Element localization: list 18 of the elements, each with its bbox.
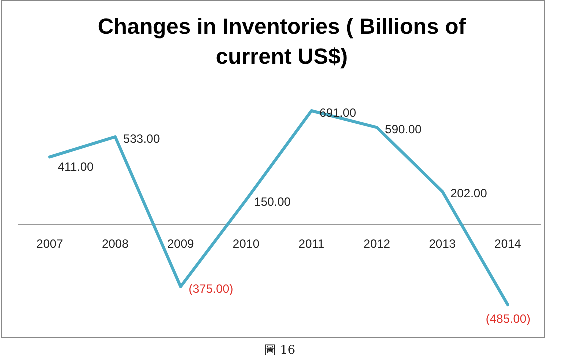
data-label: 202.00 (450, 186, 488, 201)
title: Changes in Inventories ( Billions of current US$) (98, 14, 466, 69)
data-label: 691.00 (320, 106, 357, 120)
data-label: 533.00 (123, 132, 160, 146)
x-tick-label: 2007 (36, 236, 64, 251)
data-label: (375.00) (188, 282, 234, 296)
x-tick-label: 2013 (429, 236, 456, 251)
data-label: 150.00 (254, 195, 292, 210)
x-tick-label: 2008 (102, 236, 130, 251)
x-tick-label: 2010 (232, 236, 260, 251)
data-label: (485.00) (486, 312, 531, 326)
x-tick-label: 2012 (364, 236, 391, 251)
x-tick-label: 2014 (494, 236, 522, 251)
x-tick-label: 2011 (298, 236, 325, 251)
caption: 圖 16 (264, 343, 296, 357)
x-tick-label: 2009 (168, 236, 195, 251)
data-label: 590.00 (385, 122, 422, 137)
data-label: 411.00 (58, 160, 94, 174)
